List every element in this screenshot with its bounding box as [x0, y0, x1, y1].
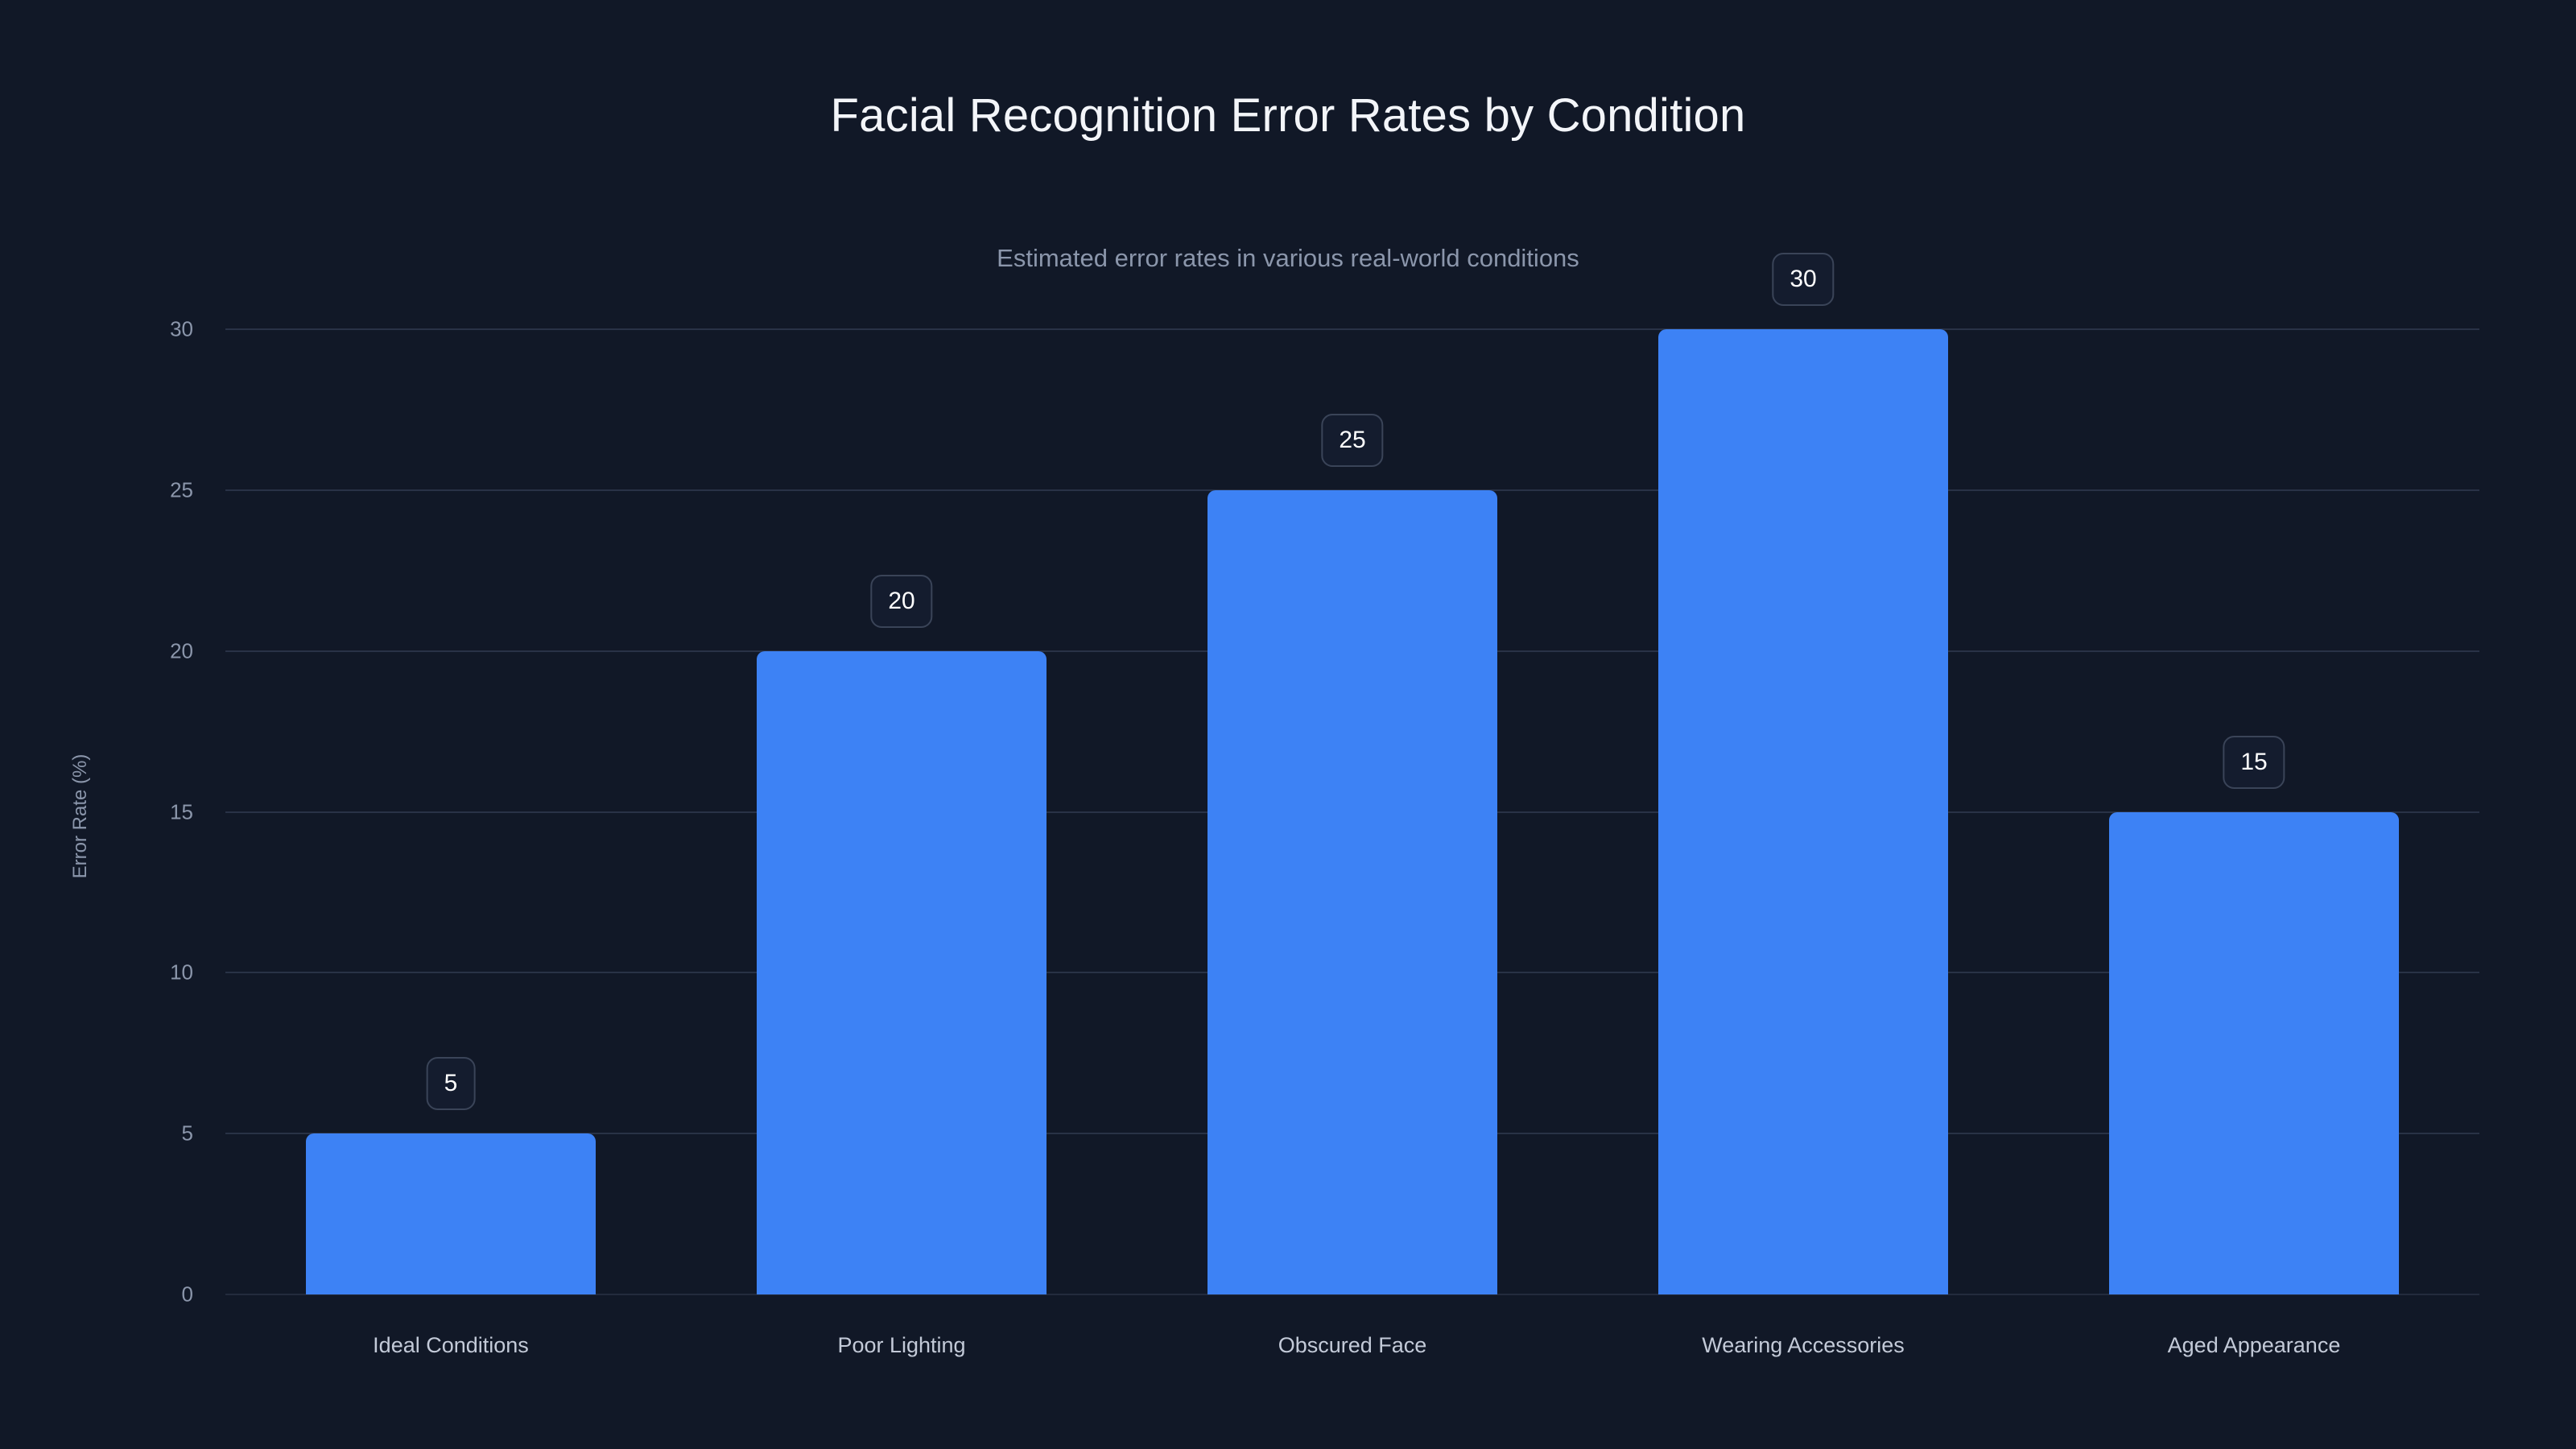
x-axis-tick-label: Aged Appearance	[2167, 1333, 2341, 1357]
y-axis-tick-label: 30	[170, 316, 193, 341]
x-axis-tick-label: Ideal Conditions	[373, 1333, 529, 1357]
bar-group[interactable]	[305, 329, 597, 1294]
bar-value-badge: 30	[1772, 253, 1835, 306]
bar-value-badge: 5	[426, 1057, 476, 1111]
bar[interactable]	[1207, 489, 1498, 1294]
bar[interactable]	[1657, 329, 1949, 1294]
bar-value-badge: 25	[1321, 413, 1384, 467]
y-axis-title: Error Rate (%)	[69, 753, 91, 879]
bar[interactable]	[756, 650, 1047, 1294]
x-axis-tick-label: Wearing Accessories	[1702, 1333, 1905, 1357]
y-axis-tick-label: 10	[170, 960, 193, 985]
plot-area	[225, 328, 2479, 1295]
y-axis-tick-label: 25	[170, 477, 193, 502]
y-axis-tick-label: 0	[181, 1282, 193, 1307]
bar[interactable]	[2108, 811, 2400, 1294]
gridline	[225, 489, 2479, 491]
bar-value-badge: 15	[2223, 735, 2285, 789]
chart-subtitle: Estimated error rates in various real-wo…	[997, 244, 1579, 272]
bars-layer	[225, 329, 2479, 1294]
chart-title: Facial Recognition Error Rates by Condit…	[830, 89, 1746, 142]
y-axis-tick-label: 20	[170, 638, 193, 663]
bar-value-badge: 20	[870, 574, 933, 628]
bar-group[interactable]	[756, 329, 1047, 1294]
bar[interactable]	[305, 1133, 597, 1294]
x-axis-tick-label: Poor Lighting	[837, 1333, 966, 1357]
bar-group[interactable]	[1207, 329, 1498, 1294]
gridline	[225, 328, 2479, 330]
gridline	[225, 1294, 2479, 1295]
x-axis-tick-label: Obscured Face	[1278, 1333, 1427, 1357]
y-axis-tick-label: 15	[170, 799, 193, 824]
bar-group[interactable]	[1657, 329, 1949, 1294]
bar-group[interactable]	[2108, 329, 2400, 1294]
y-axis-tick-label: 5	[181, 1121, 193, 1146]
